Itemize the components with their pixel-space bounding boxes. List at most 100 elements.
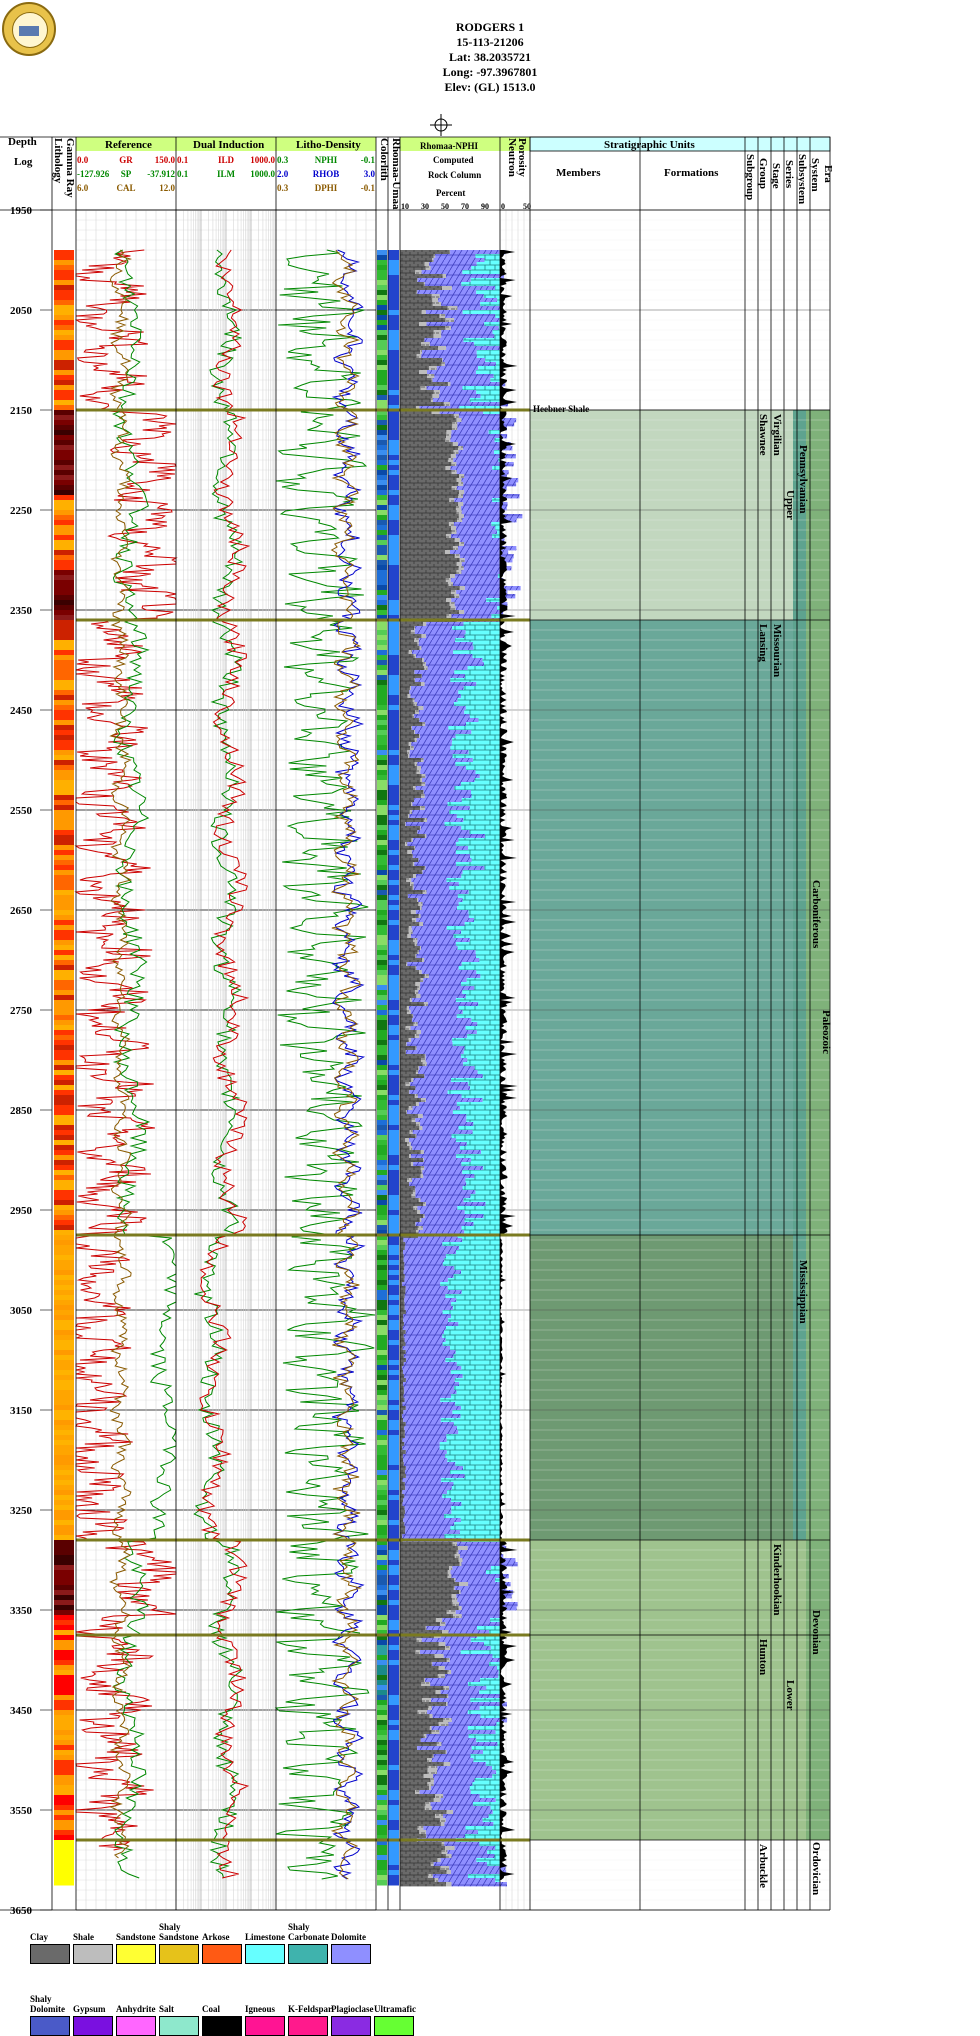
rock-limestone bbox=[481, 1714, 500, 1718]
rock-clay bbox=[400, 498, 449, 502]
rock-shale bbox=[453, 450, 458, 454]
rock-limestone bbox=[484, 866, 500, 870]
lithology-band bbox=[54, 960, 74, 966]
rock-dolomite bbox=[422, 970, 477, 974]
rock-shale bbox=[427, 1758, 432, 1762]
rock-limestone bbox=[492, 1766, 500, 1770]
lithology-band bbox=[54, 1090, 74, 1096]
rock-dolomite bbox=[415, 846, 468, 850]
rock-dolomite bbox=[417, 738, 452, 742]
rock-clay bbox=[400, 898, 417, 902]
rock-clay bbox=[400, 554, 455, 558]
rhomaa-umaa-band bbox=[388, 605, 399, 611]
rock-shale bbox=[452, 470, 457, 474]
rock-shale bbox=[415, 270, 421, 274]
lithology-band bbox=[54, 1315, 74, 1321]
rock-dolomite bbox=[424, 790, 471, 794]
rock-limestone bbox=[474, 918, 500, 922]
rock-limestone bbox=[461, 930, 500, 934]
rock-clay bbox=[400, 894, 408, 898]
colorlith-band bbox=[377, 595, 387, 601]
lithology-band bbox=[54, 950, 74, 956]
lithology-band bbox=[54, 425, 74, 431]
colorlith-band bbox=[377, 1595, 387, 1601]
rock-dolomite bbox=[451, 430, 488, 434]
rhomaa-umaa-band bbox=[388, 1100, 399, 1106]
rock-clay bbox=[400, 1602, 452, 1606]
colorlith-band bbox=[377, 1850, 387, 1856]
colorlith-band bbox=[377, 1780, 387, 1786]
colorlith-band bbox=[377, 1790, 387, 1796]
rock-dolomite bbox=[416, 910, 469, 914]
rock-limestone bbox=[457, 1102, 500, 1106]
lithology-band bbox=[54, 835, 74, 841]
rock-clay bbox=[400, 1790, 415, 1794]
colorlith-band bbox=[377, 1800, 387, 1806]
rock-dolomite bbox=[406, 1350, 456, 1354]
rock-dolomite bbox=[413, 838, 459, 842]
rock-clay bbox=[400, 1006, 407, 1010]
rock-limestone bbox=[464, 686, 500, 690]
rock-limestone bbox=[479, 1690, 500, 1694]
rhomaa-umaa-band bbox=[388, 1400, 399, 1406]
rhomaa-umaa-band bbox=[388, 1560, 399, 1566]
lithology-band bbox=[54, 1105, 74, 1111]
rhomaa-umaa-band bbox=[388, 1870, 399, 1876]
rock-shale bbox=[423, 1158, 424, 1162]
rock-clay bbox=[400, 1778, 430, 1782]
rock-limestone bbox=[483, 1214, 500, 1218]
rock-limestone bbox=[463, 622, 500, 626]
rock-shale bbox=[434, 330, 442, 334]
rock-limestone bbox=[492, 498, 500, 502]
colorlith-band bbox=[377, 835, 387, 841]
rock-dolomite bbox=[406, 1378, 455, 1382]
rhomaa-umaa-band bbox=[388, 1610, 399, 1616]
rock-dolomite bbox=[423, 978, 466, 982]
rock-clay bbox=[400, 1330, 406, 1334]
rhomaa-umaa-band bbox=[388, 1645, 399, 1651]
rhomaa-umaa-band bbox=[388, 1395, 399, 1401]
rock-clay bbox=[400, 1506, 405, 1510]
rock-clay bbox=[400, 702, 414, 706]
lithology-band bbox=[54, 1470, 74, 1476]
rock-clay bbox=[400, 486, 452, 490]
rhomaa-umaa-band bbox=[388, 350, 399, 356]
rock-clay bbox=[400, 654, 413, 658]
rock-clay bbox=[400, 266, 426, 270]
rhomaa-umaa-band bbox=[388, 1050, 399, 1056]
lithology-band bbox=[54, 995, 74, 1001]
colorlith-band bbox=[377, 1515, 387, 1521]
rhomaa-umaa-band bbox=[388, 1030, 399, 1036]
lithology-band bbox=[54, 435, 74, 441]
rock-shale bbox=[459, 610, 464, 614]
reference-scale-left: 0.0 bbox=[77, 155, 89, 165]
rock-dolomite bbox=[433, 1774, 492, 1778]
rock-clay bbox=[400, 450, 453, 454]
rock-dolomite bbox=[410, 750, 469, 754]
rock-dolomite bbox=[453, 582, 504, 586]
lithology-band bbox=[54, 550, 74, 556]
rhomaa-umaa-band bbox=[388, 1130, 399, 1136]
lithology-band bbox=[54, 385, 74, 391]
rock-shale bbox=[445, 466, 450, 470]
lithology-band bbox=[54, 265, 74, 271]
colorlith-band bbox=[377, 270, 387, 276]
rock-clay bbox=[400, 382, 448, 386]
rock-clay bbox=[400, 1166, 421, 1170]
rock-dolomite bbox=[429, 262, 477, 266]
rhomaa-umaa-band bbox=[388, 400, 399, 406]
litho-density-scale-right: -0.1 bbox=[361, 183, 376, 193]
rock-dolomite bbox=[455, 602, 508, 606]
rhomaa-nphi-title: Rhomaa-NPHI bbox=[420, 141, 478, 151]
lithology-band bbox=[54, 930, 74, 936]
rock-shale bbox=[427, 374, 434, 378]
colorlith-band bbox=[377, 1195, 387, 1201]
rhomaa-umaa-band bbox=[388, 1000, 399, 1006]
rock-limestone bbox=[457, 1014, 500, 1018]
rock-clay bbox=[400, 1594, 452, 1598]
colorlith-band bbox=[377, 1350, 387, 1356]
rock-dolomite bbox=[422, 778, 475, 782]
rhomaa-umaa-band bbox=[388, 1190, 399, 1196]
rock-clay bbox=[400, 374, 427, 378]
rock-dolomite bbox=[419, 642, 473, 646]
